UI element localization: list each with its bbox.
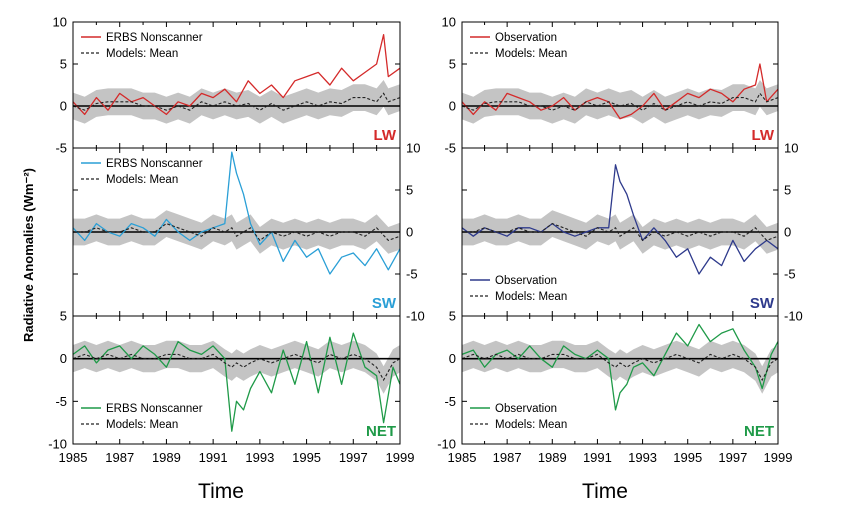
series-line-observation — [461, 63, 779, 120]
series-line-models-mean — [461, 92, 779, 111]
y-tick-label: -10 — [48, 437, 67, 452]
x-tick-label: 1987 — [105, 450, 134, 465]
legend-label: Observation — [495, 32, 557, 44]
y-tick-label: -10 — [437, 437, 456, 452]
series-line-observation — [461, 323, 779, 411]
x-tick-label: 1997 — [339, 450, 368, 465]
legend-label: Observation — [495, 275, 557, 287]
x-tick-label: 1997 — [718, 450, 747, 465]
y-tick-label: 5 — [784, 183, 791, 198]
y-tick-label: -10 — [406, 309, 425, 324]
panel-right-top: -5 0 5 10 Observation Models: Mean LW — [442, 15, 779, 156]
x-tick-label: 1989 — [152, 450, 181, 465]
x-tick-label: 1993 — [245, 450, 274, 465]
x-tick-label: 1999 — [764, 450, 793, 465]
x-axis-title-right: Time — [582, 480, 628, 503]
panel-label: NET — [744, 423, 774, 440]
series-line-observation — [72, 332, 401, 432]
series-line-observation — [72, 33, 401, 116]
series-line-models-mean — [72, 92, 401, 111]
legend-label: ERBS Nonscanner — [106, 403, 203, 415]
panel-label: NET — [366, 423, 396, 440]
panel-right-middle: -10 -5 0 5 10 Observation Models: Mean SW — [461, 141, 803, 324]
legend-label: Models: Mean — [106, 48, 178, 60]
x-tick-label: 1985 — [448, 450, 477, 465]
y-tick-label: 5 — [60, 57, 67, 72]
y-tick-label: 0 — [406, 225, 413, 240]
legend-label: ERBS Nonscanner — [106, 158, 203, 170]
legend-label: Models: Mean — [106, 174, 178, 186]
x-tick-label: 1991 — [583, 450, 612, 465]
series-line-observation — [461, 164, 779, 275]
y-tick-label: -5 — [784, 267, 796, 282]
y-tick-label: 5 — [60, 309, 67, 324]
y-tick-label: 10 — [442, 15, 456, 30]
x-tick-label: 1989 — [538, 450, 567, 465]
series-line-models-mean — [72, 353, 401, 382]
y-tick-label: 10 — [53, 15, 67, 30]
x-axis-title-left: Time — [198, 480, 244, 503]
legend-label: Models: Mean — [495, 291, 567, 303]
legend-label: Observation — [495, 403, 557, 415]
y-tick-label: -10 — [784, 309, 803, 324]
y-tick-label: -5 — [406, 267, 418, 282]
y-tick-label: 0 — [449, 99, 456, 114]
x-tick-label: 1985 — [59, 450, 88, 465]
y-tick-label: 5 — [406, 183, 413, 198]
series-line-observation — [72, 151, 401, 275]
panel-label: LW — [374, 127, 397, 144]
panel-left-top: -5 0 5 10 ERBS Nonscanner Models: Mean LW — [53, 15, 401, 156]
y-tick-label: 10 — [406, 141, 420, 156]
y-tick-label: 5 — [449, 57, 456, 72]
x-tick-label: 1995 — [292, 450, 321, 465]
panels: -5 0 5 10 ERBS Nonscanner Models: Mean LW -10 -5… — [48, 15, 803, 466]
y-tick-label: -5 — [444, 394, 456, 409]
panel-left-bottom: -10 -5 0 5 1985 1987 1989 1991 1993 1995 1997 1999 E… — [48, 309, 414, 466]
legend-label: Models: Mean — [106, 419, 178, 431]
legend-label: ERBS Nonscanner — [106, 32, 203, 44]
panel-label: SW — [372, 295, 397, 312]
x-tick-label: 1993 — [628, 450, 657, 465]
panel-label: SW — [750, 295, 775, 312]
y-tick-label: 0 — [60, 99, 67, 114]
x-tick-label: 1991 — [199, 450, 228, 465]
y-tick-label: -5 — [55, 394, 67, 409]
series-line-models-mean — [461, 353, 779, 382]
x-tick-label: 1987 — [493, 450, 522, 465]
series-line-models-mean — [73, 222, 401, 242]
y-tick-label: -5 — [55, 141, 67, 156]
y-tick-label: 10 — [784, 141, 798, 156]
y-tick-label: 0 — [449, 351, 456, 366]
y-tick-label: 0 — [60, 351, 67, 366]
y-axis-label: Radiative Anomalies (Wm⁻²) — [21, 168, 36, 342]
model-spread-band — [462, 340, 778, 394]
y-tick-label: 5 — [449, 309, 456, 324]
x-tick-label: 1999 — [386, 450, 415, 465]
legend-label: Models: Mean — [495, 48, 567, 60]
series-line-models-mean — [462, 222, 779, 242]
y-tick-label: 0 — [784, 225, 791, 240]
panel-label: LW — [752, 127, 775, 144]
y-tick-label: -5 — [444, 141, 456, 156]
panel-right-bottom: -10 -5 0 5 1985 1987 1989 1991 1993 1995 1997 1999 O… — [437, 309, 792, 466]
legend-label: Models: Mean — [495, 419, 567, 431]
x-tick-label: 1995 — [673, 450, 702, 465]
panel-left-middle: -10 -5 0 5 10 ERBS Nonscanner Models: Mean SW — [72, 141, 425, 324]
model-spread-band — [462, 80, 778, 124]
